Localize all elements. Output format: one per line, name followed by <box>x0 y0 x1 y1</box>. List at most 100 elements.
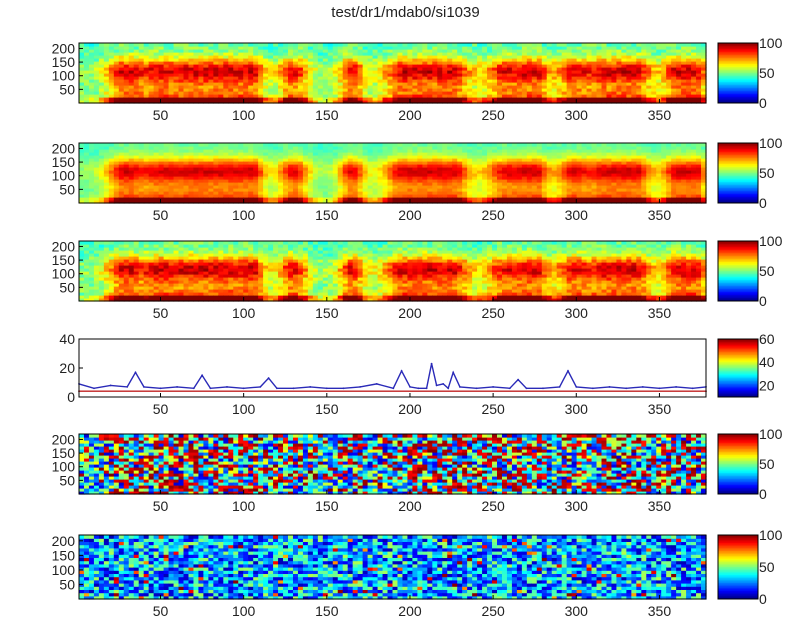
heatmap-cell <box>203 73 209 77</box>
heatmap-cell <box>278 91 284 95</box>
heatmap-cell <box>556 67 563 71</box>
heatmap-cell <box>248 82 254 86</box>
heatmap-cell <box>586 61 593 65</box>
heatmap-cell <box>526 61 533 65</box>
heatmap-cell <box>273 97 279 101</box>
heatmap-cell <box>362 88 369 92</box>
heatmap-cell <box>457 58 463 62</box>
heatmap-cell <box>312 58 319 62</box>
heatmap-cell <box>288 94 294 98</box>
heatmap-cell <box>178 79 185 83</box>
heatmap-cell <box>492 100 498 104</box>
heatmap-cell <box>601 79 608 83</box>
heatmap-cell <box>417 52 423 56</box>
heatmap-cell <box>382 79 389 83</box>
heatmap-cell <box>288 82 294 86</box>
heatmap-cell <box>337 91 344 95</box>
heatmap-cell <box>322 143 329 147</box>
heatmap-cell <box>337 100 344 104</box>
heatmap-cell <box>457 43 463 47</box>
heatmap-cell <box>253 67 259 71</box>
heatmap-cell <box>113 67 120 71</box>
heatmap-cell <box>387 94 394 98</box>
heatmap-cell <box>103 76 110 80</box>
heatmap-cell <box>143 88 150 92</box>
heatmap-cell <box>362 94 369 98</box>
heatmap-cell <box>541 76 548 80</box>
heatmap-cell <box>402 85 409 89</box>
heatmap-cell <box>143 73 150 77</box>
heatmap-cell <box>482 88 488 92</box>
heatmap-cell <box>203 58 209 62</box>
heatmap-cell <box>283 100 289 104</box>
heatmap-cell <box>536 55 543 59</box>
heatmap-cell <box>337 55 344 59</box>
heatmap-cell <box>482 85 488 89</box>
heatmap-cell <box>566 67 573 71</box>
heatmap-cell <box>357 73 364 77</box>
heatmap-cell <box>407 64 414 68</box>
heatmap-cell <box>223 58 229 62</box>
heatmap-cell <box>427 73 433 77</box>
heatmap-cell <box>103 73 110 77</box>
heatmap-cell <box>153 70 160 74</box>
heatmap-cell <box>183 94 190 98</box>
heatmap-cell <box>153 79 160 83</box>
heatmap-cell <box>397 49 404 53</box>
heatmap-cell <box>342 85 349 89</box>
heatmap-cell <box>536 91 543 95</box>
heatmap-cell <box>317 64 324 68</box>
heatmap-cell <box>347 73 354 77</box>
heatmap-cell <box>243 85 249 89</box>
heatmap-cell <box>138 58 145 62</box>
heatmap-cell <box>462 70 468 74</box>
heatmap-cell <box>561 73 568 77</box>
heatmap-cell <box>297 43 304 47</box>
heatmap-cell <box>138 82 145 86</box>
heatmap-cell <box>218 64 224 68</box>
heatmap-cell <box>541 61 548 65</box>
heatmap-cell <box>288 91 294 95</box>
heatmap-cell <box>576 55 583 59</box>
heatmap-cell <box>168 73 175 77</box>
heatmap-cell <box>158 49 165 53</box>
heatmap-cell <box>506 82 513 86</box>
heatmap-cell <box>138 61 145 65</box>
heatmap-cell <box>392 61 399 65</box>
heatmap-cell <box>183 61 190 65</box>
heatmap-cell <box>312 52 319 56</box>
heatmap-cell <box>83 43 90 47</box>
heatmap-cell <box>113 100 120 104</box>
heatmap-cell <box>392 43 399 47</box>
heatmap-cell <box>123 100 130 104</box>
heatmap-cell <box>108 49 115 53</box>
heatmap-cell <box>233 91 239 95</box>
heatmap-cell <box>302 88 309 92</box>
heatmap-cell <box>153 67 160 71</box>
heatmap-cell <box>581 67 588 71</box>
heatmap-cell <box>133 94 140 98</box>
heatmap-cell <box>506 52 513 56</box>
heatmap-cell <box>536 82 543 86</box>
heatmap-cell <box>407 46 414 50</box>
heatmap-cell <box>238 97 244 101</box>
heatmap-cell <box>297 100 304 104</box>
heatmap-cell <box>268 61 274 65</box>
heatmap-cell <box>297 64 304 68</box>
heatmap-cell <box>208 100 214 104</box>
heatmap-cell <box>238 43 244 47</box>
heatmap-cell <box>278 88 284 92</box>
heatmap-cell <box>342 88 349 92</box>
heatmap-cell <box>233 82 239 86</box>
heatmap-cell <box>487 43 493 47</box>
heatmap-cell <box>188 79 195 83</box>
heatmap-cell <box>123 52 130 56</box>
heatmap-cell <box>511 79 518 83</box>
heatmap-cell <box>228 94 234 98</box>
heatmap-cell <box>586 76 593 80</box>
heatmap-cell <box>397 94 404 98</box>
heatmap-cell <box>173 143 180 147</box>
heatmap-cell <box>292 58 299 62</box>
heatmap-cell <box>571 91 578 95</box>
heatmap-cell <box>656 143 662 147</box>
